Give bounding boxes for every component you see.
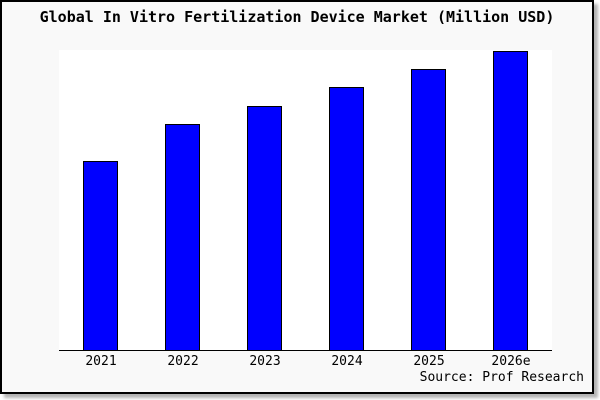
chart-title: Global In Vitro Fertilization Device Mar… <box>39 8 555 26</box>
x-tick-label-2021: 2021 <box>85 354 117 369</box>
x-tick-label-2022: 2022 <box>167 354 199 369</box>
source-credit: Source: Prof Research <box>419 370 584 385</box>
x-tick-label-2023: 2023 <box>249 354 281 369</box>
bar-2021 <box>83 161 118 350</box>
bar-2022 <box>165 124 200 350</box>
bar-2024 <box>329 87 364 350</box>
x-tick-label-2025: 2025 <box>413 354 445 369</box>
x-tick-label-2024: 2024 <box>331 354 363 369</box>
bar-2023 <box>247 106 282 350</box>
chart-frame: Global In Vitro Fertilization Device Mar… <box>0 0 594 394</box>
bar-2026e <box>493 51 528 350</box>
plot-area <box>59 50 552 351</box>
x-tick-label-2026e: 2026e <box>491 354 531 369</box>
bar-2025 <box>411 69 446 350</box>
